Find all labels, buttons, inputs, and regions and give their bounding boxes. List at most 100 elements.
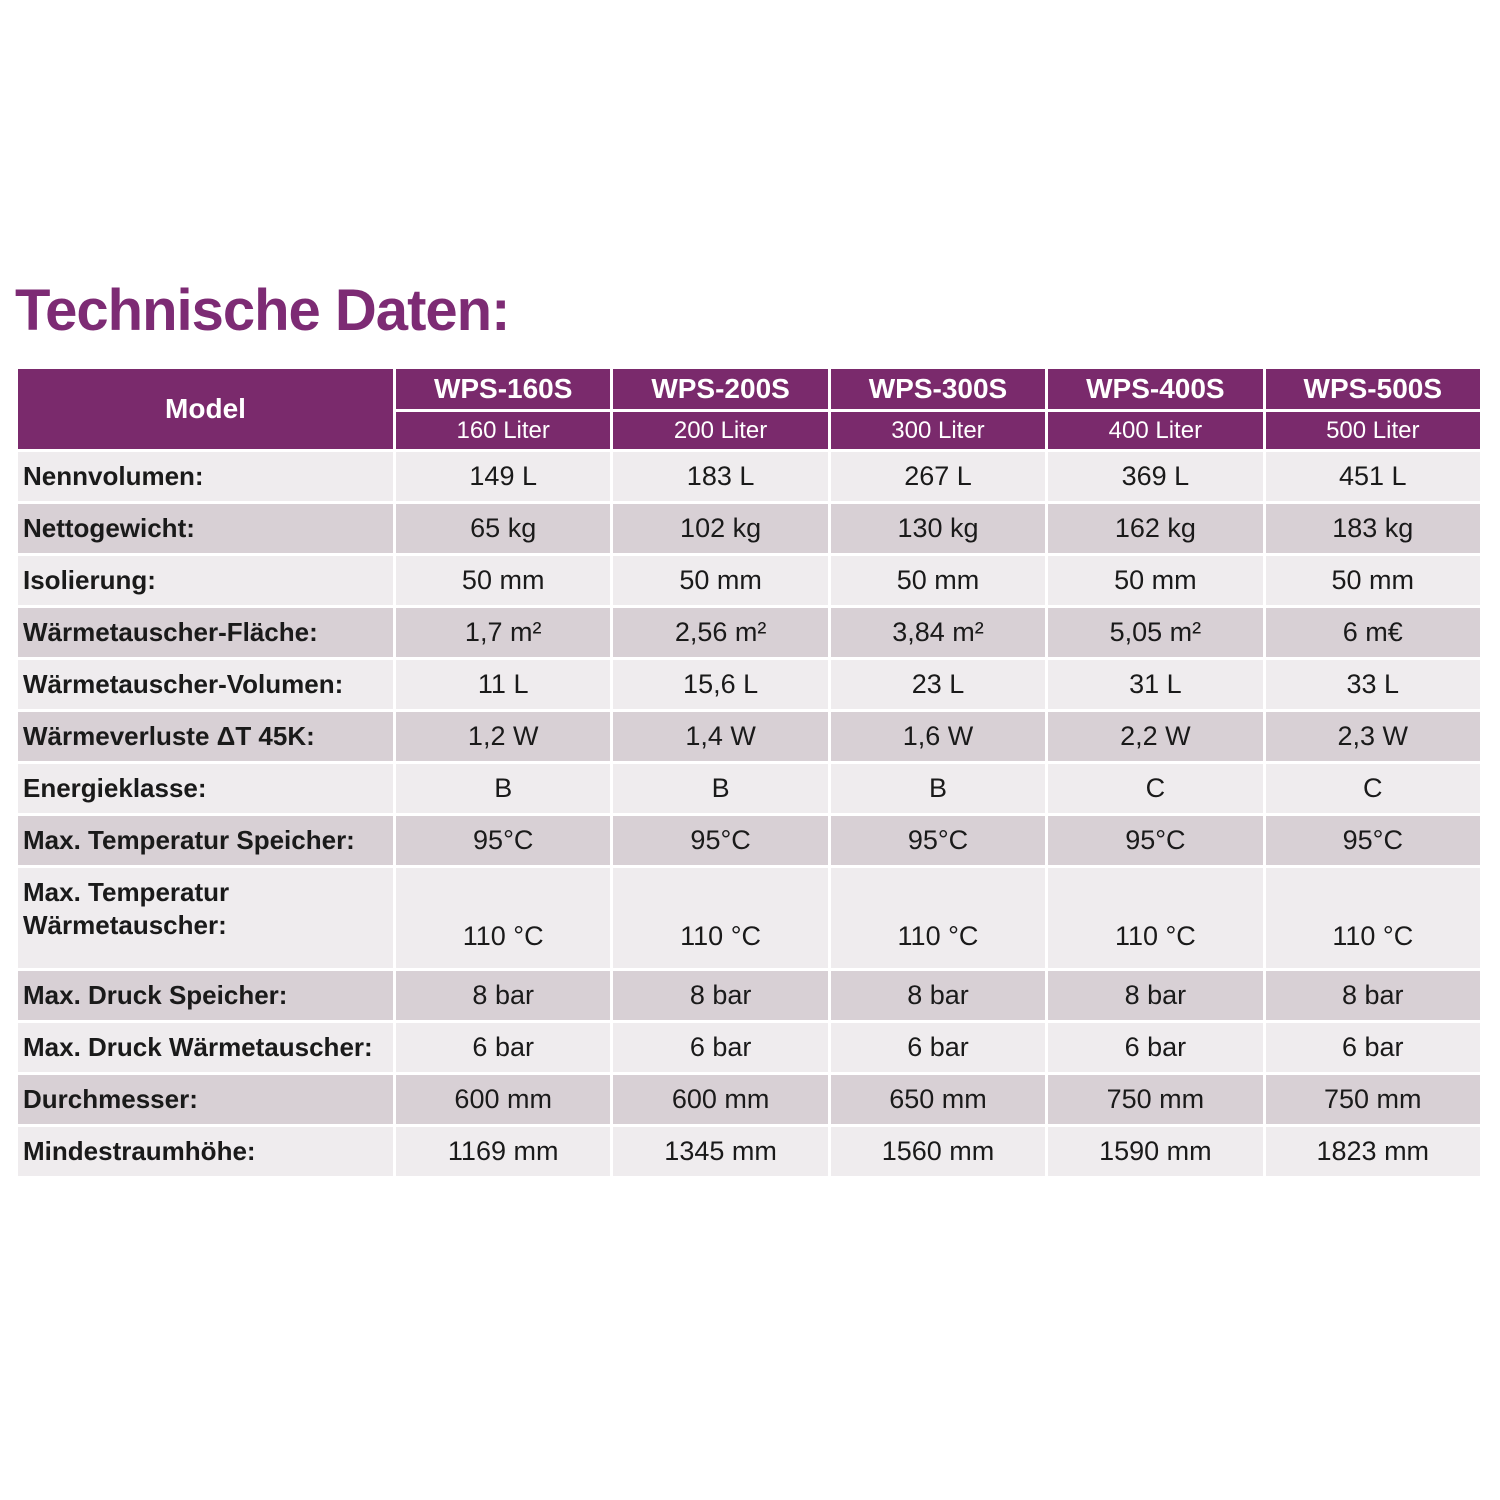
- table-row: Mindestraumhöhe: 1169 mm 1345 mm 1560 mm 159…: [18, 1127, 1480, 1176]
- row-label: Max. Temperatur Wärmetauscher:: [18, 868, 393, 968]
- column-header-model-4: WPS-500S: [1265, 369, 1480, 409]
- row-label: Wärmetauscher-Fläche:: [18, 608, 393, 657]
- value-cell: 2,56 m²: [613, 608, 828, 657]
- value-cell: 110 °C: [830, 868, 1046, 968]
- value-cell: 6 bar: [830, 1023, 1046, 1072]
- model-header-cell: Model: [18, 369, 393, 449]
- column-header-capacity-3: 400 Liter: [1048, 412, 1263, 449]
- value-cell: 95°C: [613, 816, 828, 865]
- value-cell: 6 bar: [1265, 1023, 1480, 1072]
- table-header: Model WPS-160S WPS-200S WPS-300S WPS-400S WP…: [18, 369, 1480, 449]
- value-cell: 6 m€: [1265, 608, 1480, 657]
- value-cell: 149 L: [396, 452, 611, 501]
- value-cell: 11 L: [396, 660, 611, 709]
- value-cell: 1,7 m²: [396, 608, 611, 657]
- value-cell: C: [1265, 764, 1480, 813]
- table-row: Wärmeverluste ΔT 45K: 1,2 W 1,4 W 1,6 W 2,2 …: [18, 712, 1480, 761]
- row-label: Wärmetauscher-Volumen:: [18, 660, 393, 709]
- value-cell: 1590 mm: [1048, 1127, 1263, 1176]
- value-cell: 8 bar: [830, 971, 1046, 1020]
- value-cell: 8 bar: [1048, 971, 1263, 1020]
- value-cell: 183 kg: [1265, 504, 1480, 553]
- table-row: Max. Temperatur Wärmetauscher: 110 °C 110 …: [18, 868, 1480, 968]
- technical-data-table: Model WPS-160S WPS-200S WPS-300S WPS-400S WP…: [15, 366, 1483, 1179]
- value-cell: 65 kg: [396, 504, 611, 553]
- page: Technische Daten: Model WPS-160S WPS-200S…: [15, 278, 1483, 1179]
- value-cell: 750 mm: [1265, 1075, 1480, 1124]
- table-body: Nennvolumen: 149 L 183 L 267 L 369 L 451 L Net…: [18, 452, 1480, 1176]
- value-cell: 50 mm: [613, 556, 828, 605]
- row-label: Nennvolumen:: [18, 452, 393, 501]
- value-cell: 130 kg: [830, 504, 1046, 553]
- value-cell: 2,3 W: [1265, 712, 1480, 761]
- table-row: Wärmetauscher-Volumen: 11 L 15,6 L 23 L 31 L…: [18, 660, 1480, 709]
- value-cell: 15,6 L: [613, 660, 828, 709]
- value-cell: 451 L: [1265, 452, 1480, 501]
- value-cell: 6 bar: [613, 1023, 828, 1072]
- table-row: Max. Druck Speicher: 8 bar 8 bar 8 bar 8 bar…: [18, 971, 1480, 1020]
- column-header-model-1: WPS-200S: [613, 369, 828, 409]
- value-cell: 5,05 m²: [1048, 608, 1263, 657]
- value-cell: 50 mm: [1048, 556, 1263, 605]
- column-header-capacity-2: 300 Liter: [830, 412, 1046, 449]
- value-cell: 110 °C: [1265, 868, 1480, 968]
- row-label: Durchmesser:: [18, 1075, 393, 1124]
- column-header-capacity-4: 500 Liter: [1265, 412, 1480, 449]
- capacity-row: 160 Liter 200 Liter 300 Liter 400 Liter 500 …: [18, 412, 1480, 449]
- row-label: Isolierung:: [18, 556, 393, 605]
- value-cell: 1560 mm: [830, 1127, 1046, 1176]
- value-cell: 23 L: [830, 660, 1046, 709]
- row-label: Max. Druck Wärmetauscher:: [18, 1023, 393, 1072]
- value-cell: 162 kg: [1048, 504, 1263, 553]
- value-cell: 6 bar: [1048, 1023, 1263, 1072]
- row-label: Energieklasse:: [18, 764, 393, 813]
- table-row: Isolierung: 50 mm 50 mm 50 mm 50 mm 50 mm: [18, 556, 1480, 605]
- value-cell: 110 °C: [613, 868, 828, 968]
- value-cell: 1823 mm: [1265, 1127, 1480, 1176]
- value-cell: 2,2 W: [1048, 712, 1263, 761]
- value-cell: 50 mm: [1265, 556, 1480, 605]
- value-cell: B: [396, 764, 611, 813]
- value-cell: 102 kg: [613, 504, 828, 553]
- column-header-model-2: WPS-300S: [830, 369, 1046, 409]
- value-cell: 267 L: [830, 452, 1046, 501]
- value-cell: 33 L: [1265, 660, 1480, 709]
- row-label: Nettogewicht:: [18, 504, 393, 553]
- table-row: Wärmetauscher-Fläche: 1,7 m² 2,56 m² 3,84 m…: [18, 608, 1480, 657]
- value-cell: 95°C: [1048, 816, 1263, 865]
- page-title: Technische Daten:: [15, 278, 510, 343]
- table-row: Durchmesser: 600 mm 600 mm 650 mm 750 mm 750 …: [18, 1075, 1480, 1124]
- value-cell: 1,4 W: [613, 712, 828, 761]
- value-cell: 650 mm: [830, 1075, 1046, 1124]
- column-header-capacity-0: 160 Liter: [396, 412, 611, 449]
- value-cell: 1,2 W: [396, 712, 611, 761]
- row-label: Wärmeverluste ΔT 45K:: [18, 712, 393, 761]
- value-cell: 95°C: [396, 816, 611, 865]
- value-cell: 31 L: [1048, 660, 1263, 709]
- value-cell: 110 °C: [396, 868, 611, 968]
- row-label: Mindestraumhöhe:: [18, 1127, 393, 1176]
- value-cell: 95°C: [830, 816, 1046, 865]
- row-label: Max. Temperatur Speicher:: [18, 816, 393, 865]
- value-cell: 6 bar: [396, 1023, 611, 1072]
- table-row: Max. Temperatur Speicher: 95°C 95°C 95°C 95°…: [18, 816, 1480, 865]
- value-cell: B: [613, 764, 828, 813]
- value-cell: C: [1048, 764, 1263, 813]
- table-row: Max. Druck Wärmetauscher: 6 bar 6 bar 6 bar…: [18, 1023, 1480, 1072]
- table-row: Energieklasse: B B B C C: [18, 764, 1480, 813]
- row-label: Max. Druck Speicher:: [18, 971, 393, 1020]
- value-cell: 110 °C: [1048, 868, 1263, 968]
- value-cell: 3,84 m²: [830, 608, 1046, 657]
- table-row: Nettogewicht: 65 kg 102 kg 130 kg 162 kg 183 …: [18, 504, 1480, 553]
- value-cell: 50 mm: [396, 556, 611, 605]
- column-header-model-3: WPS-400S: [1048, 369, 1263, 409]
- table-row: Nennvolumen: 149 L 183 L 267 L 369 L 451 L: [18, 452, 1480, 501]
- value-cell: 1,6 W: [830, 712, 1046, 761]
- value-cell: 369 L: [1048, 452, 1263, 501]
- model-name-row: Model WPS-160S WPS-200S WPS-300S WPS-400S WP…: [18, 369, 1480, 449]
- value-cell: 600 mm: [396, 1075, 611, 1124]
- column-header-model-0: WPS-160S: [396, 369, 611, 409]
- value-cell: 1169 mm: [396, 1127, 611, 1176]
- value-cell: 1345 mm: [613, 1127, 828, 1176]
- column-header-capacity-1: 200 Liter: [613, 412, 828, 449]
